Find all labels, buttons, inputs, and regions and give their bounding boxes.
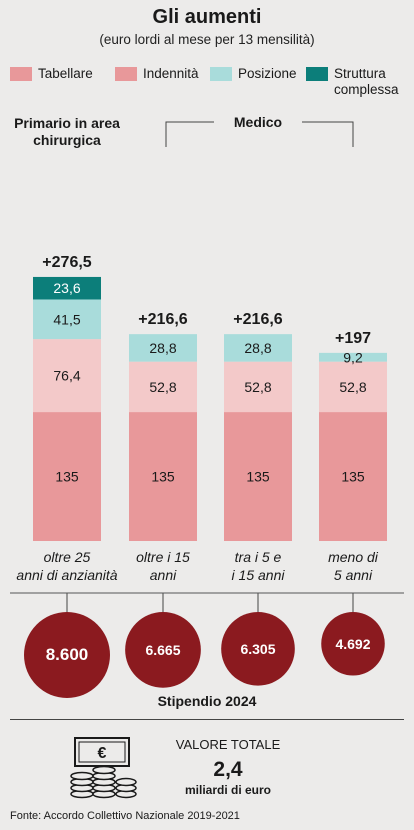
bar-total-label: +216,6	[233, 311, 282, 328]
bar-segment-0	[129, 412, 197, 541]
category-label: anni	[150, 567, 177, 583]
bar-segment-1	[33, 339, 101, 413]
legend-swatch	[115, 67, 137, 81]
legend-item-struttura: Struttura complessa	[306, 66, 410, 98]
legend-swatch	[10, 67, 32, 81]
salary-circle	[221, 612, 295, 686]
category-label: oltre 25	[44, 549, 91, 565]
bar-segment-1	[319, 361, 387, 413]
salary-label: Stipendio 2024	[157, 693, 257, 709]
legend-label: Tabellare	[38, 66, 93, 81]
legend-swatch	[210, 67, 232, 81]
salary-circle	[321, 612, 385, 676]
bar-value-label: 135	[151, 469, 175, 485]
salary-value-label: 6.665	[145, 642, 180, 658]
bar-total-label: +197	[335, 330, 371, 347]
group-label-medico: Medico	[234, 114, 282, 130]
group-label-primario: Primario in area	[14, 115, 120, 131]
money-stack-icon: €	[70, 737, 137, 799]
bar-value-label: 76,4	[53, 368, 80, 384]
category-label: anni di anzianità	[16, 567, 117, 583]
bar-value-label: 52,8	[339, 379, 366, 395]
bar-total-label: +216,6	[138, 311, 187, 328]
legend-item-tabellare: Tabellare	[10, 66, 93, 82]
bar-segment-2	[129, 334, 197, 362]
legend-swatch	[306, 67, 328, 81]
page-subtitle: (euro lordi al mese per 13 mensilità)	[99, 32, 315, 47]
bar-segment-0	[319, 412, 387, 541]
category-label: oltre i 15	[136, 549, 190, 565]
bar-total-label: +276,5	[42, 254, 91, 271]
group-bracket	[165, 121, 354, 147]
bar-value-label: 9,2	[343, 349, 363, 365]
salary-circle	[125, 612, 201, 688]
page-title: Gli aumenti	[152, 6, 262, 28]
total-value: 2,4	[213, 758, 243, 781]
bar-value-label: 23,6	[53, 280, 80, 296]
bar-value-label: 28,8	[149, 340, 176, 356]
divider	[10, 719, 404, 720]
salary-value-label: 8.600	[46, 645, 89, 664]
bar-value-label: 135	[246, 469, 270, 485]
total-unit: miliardi di euro	[184, 783, 271, 797]
bar-value-label: 52,8	[149, 379, 176, 395]
svg-text:€: €	[98, 745, 107, 762]
salary-value-label: 4.692	[335, 636, 370, 652]
bar-segment-1	[224, 361, 292, 413]
bar-segment-0	[33, 412, 101, 541]
salary-circle	[24, 612, 110, 698]
category-label: i 15 anni	[232, 567, 286, 583]
group-label-primario: chirurgica	[33, 132, 101, 148]
legend-label: Struttura complessa	[334, 66, 399, 97]
salary-value-label: 6.305	[240, 641, 275, 657]
total-label: VALORE TOTALE	[175, 737, 281, 752]
bar-value-label: 41,5	[53, 311, 80, 327]
bar-segment-0	[224, 412, 292, 541]
category-label: tra i 5 e	[235, 549, 282, 565]
legend-item-indennita: Indennità	[115, 66, 199, 82]
legend-label: Indennità	[143, 66, 199, 81]
source-note: Fonte: Accordo Collettivo Nazionale 2019…	[10, 810, 240, 822]
bar-segment-2	[33, 299, 101, 340]
bar-value-label: 52,8	[244, 379, 271, 395]
bar-segment-1	[129, 361, 197, 413]
bar-segment-2	[319, 352, 387, 362]
legend-item-posizione: Posizione	[210, 66, 297, 82]
bar-segment-2	[224, 334, 292, 362]
bar-value-label: 135	[341, 469, 365, 485]
category-label: 5 anni	[334, 567, 373, 583]
category-label: meno di	[328, 549, 379, 565]
bar-value-label: 28,8	[244, 340, 271, 356]
legend-label: Posizione	[238, 66, 297, 81]
bar-value-label: 135	[55, 469, 79, 485]
bar-segment-3	[33, 276, 101, 300]
